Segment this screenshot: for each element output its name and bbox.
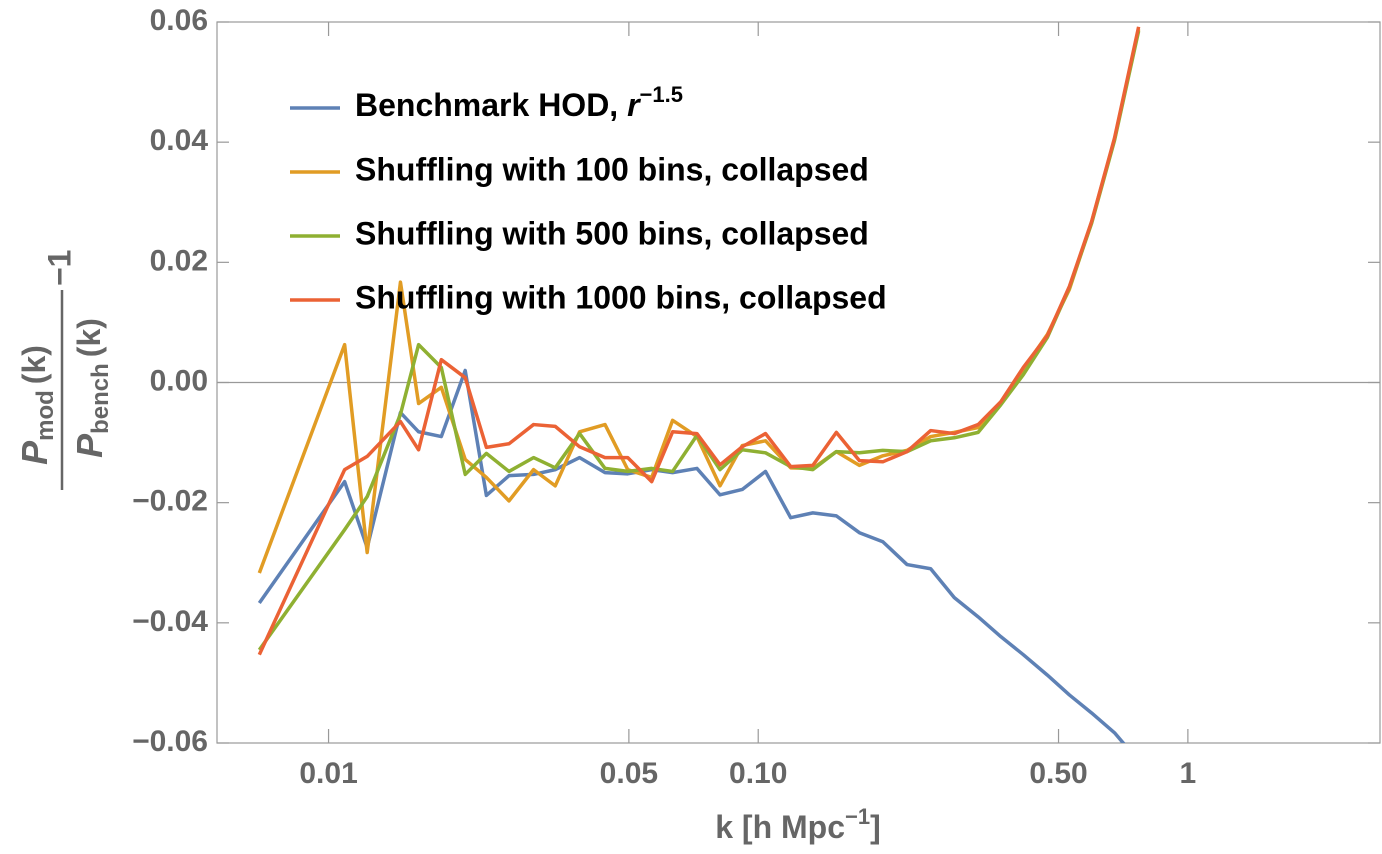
series-line <box>257 30 1141 651</box>
x-tick-label: 0.50 <box>1029 757 1087 790</box>
legend-label: Shuffling with 100 bins, collapsed <box>355 151 869 187</box>
x-label-text: k [h Mpc <box>715 809 845 845</box>
y-tick-label: 0.02 <box>150 244 208 277</box>
legend-label: Shuffling with 1000 bins, collapsed <box>355 279 887 315</box>
y-label-tail: −1 <box>41 250 77 286</box>
x-tick-label: 0.05 <box>600 757 658 790</box>
x-axis-label: k [h Mpc−1] <box>715 804 881 846</box>
x-tick-label: 0.01 <box>299 757 357 790</box>
legend-label: Benchmark HOD, r−1.5 <box>355 82 683 124</box>
y-tick-label: −0.04 <box>132 605 208 638</box>
plot-area <box>257 26 1141 743</box>
y-label-part: Pbench (k) <box>69 318 115 458</box>
x-label-close: ] <box>870 809 881 845</box>
series-line <box>257 368 1126 743</box>
legend-text: Benchmark HOD, <box>355 87 627 123</box>
y-label-arg: (k) <box>71 318 107 357</box>
y-label-sub: mod <box>32 390 59 441</box>
x-tick-label: 0.10 <box>729 757 787 790</box>
y-label-sub: bench <box>87 363 114 434</box>
y-label-symbol: P <box>69 433 110 458</box>
y-label-symbol: P <box>14 440 55 465</box>
y-label-part: Pmod (k) <box>14 345 60 465</box>
legend-label: Shuffling with 500 bins, collapsed <box>355 215 869 251</box>
legend-var: r <box>627 87 641 123</box>
series-line <box>257 26 1141 656</box>
y-tick-label: 0.06 <box>150 4 208 37</box>
y-axis-label: Pmod (k) Pbench (k) −1 <box>14 250 115 490</box>
x-tick-label: 1 <box>1180 757 1197 790</box>
y-tick-label: −0.06 <box>132 725 208 758</box>
y-tick-label: 0.04 <box>150 124 209 157</box>
x-label-sup: −1 <box>845 804 870 829</box>
y-tick-label: 0.00 <box>150 364 208 397</box>
y-label-arg: (k) <box>16 345 52 384</box>
y-tick-label: −0.02 <box>132 485 208 518</box>
legend-sup: −1.5 <box>640 82 683 107</box>
